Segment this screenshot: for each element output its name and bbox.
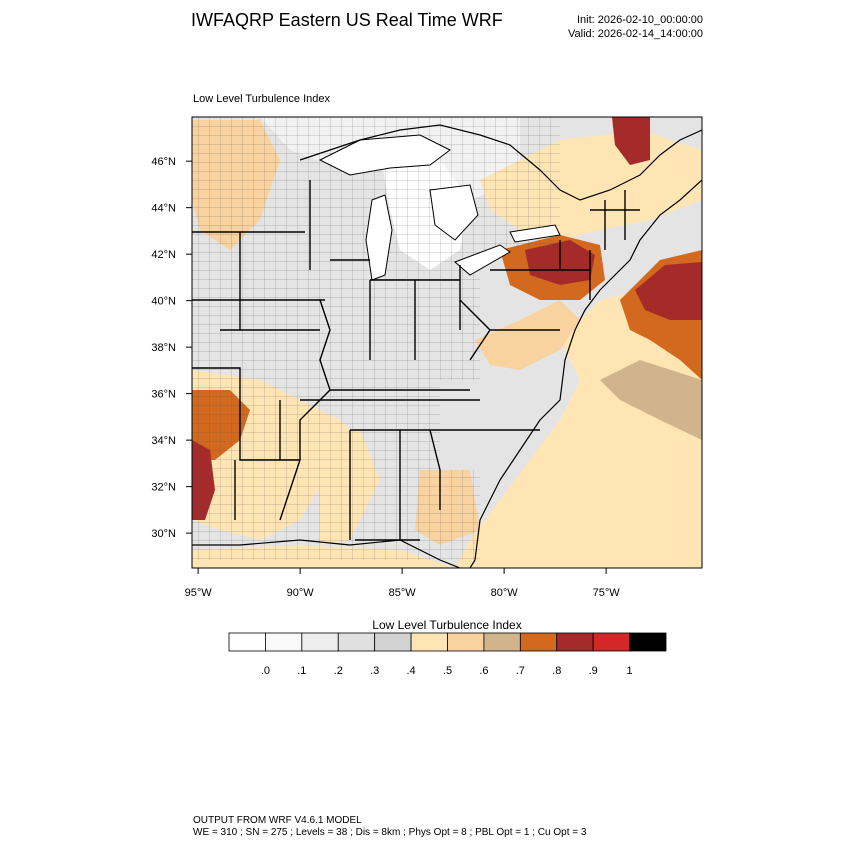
mid-atlantic-peach bbox=[475, 300, 580, 370]
lat-label: 30°N bbox=[151, 528, 176, 540]
colorbar-title: Low Level Turbulence Index bbox=[372, 618, 521, 632]
model-config: WE = 310 ; SN = 275 ; Levels = 38 ; Dis … bbox=[193, 827, 587, 838]
atlantic-ocean bbox=[455, 270, 702, 568]
lat-label: 44°N bbox=[151, 203, 176, 215]
lake-erie bbox=[454, 244, 511, 276]
colorbar-swatch bbox=[556, 632, 594, 652]
colorbar-label: .2 bbox=[334, 665, 343, 677]
colorbar-label: .1 bbox=[297, 665, 306, 677]
colorbar-label: .3 bbox=[370, 665, 379, 677]
init-time: Init: 2026-02-10_00:00:00 bbox=[577, 14, 703, 26]
model-info: OUTPUT FROM WRF V4.6.1 MODEL WE = 310 ; … bbox=[193, 815, 586, 839]
colorbar-swatch bbox=[519, 632, 558, 652]
lat-label: 40°N bbox=[151, 296, 176, 308]
latitude-axis: 30°N 32°N 34°N 36°N 38°N 40°N 42°N 44°N 46°N bbox=[151, 156, 192, 540]
ocean-tan-area bbox=[600, 360, 702, 440]
colorbar-label: .7 bbox=[516, 665, 525, 677]
lon-label: 80°W bbox=[491, 587, 519, 599]
colorbar-swatch bbox=[483, 632, 521, 652]
map-plot-area bbox=[192, 117, 702, 568]
lat-label: 42°N bbox=[151, 249, 176, 261]
gulf-coastline bbox=[192, 539, 461, 568]
atlantic-coastline bbox=[469, 179, 702, 568]
field-name: Low Level Turbulence Index bbox=[193, 93, 330, 105]
colorbar-swatch bbox=[301, 632, 339, 652]
lake-superior bbox=[318, 134, 451, 176]
lake-michigan bbox=[365, 194, 393, 281]
state-boundaries bbox=[192, 180, 640, 541]
colorbar-swatch bbox=[592, 632, 630, 652]
colorbar-label: .8 bbox=[552, 665, 561, 677]
colorbar-swatch bbox=[265, 632, 303, 652]
lat-label: 36°N bbox=[151, 389, 176, 401]
colorbar-swatch bbox=[410, 632, 448, 652]
colorbar-swatch bbox=[337, 632, 376, 652]
lon-label: 75°W bbox=[593, 587, 621, 599]
lat-label: 38°N bbox=[151, 342, 176, 354]
colorbar-label: 1 bbox=[627, 665, 633, 677]
colorbar-label: .6 bbox=[479, 665, 488, 677]
colorbar-swatch bbox=[228, 632, 266, 652]
colorbar-label: .0 bbox=[261, 665, 270, 677]
lon-label: 85°W bbox=[389, 587, 417, 599]
canada-border bbox=[299, 124, 702, 201]
county-boundaries bbox=[192, 117, 560, 560]
ocean-maroon-area bbox=[635, 262, 702, 320]
lat-label: 46°N bbox=[151, 156, 176, 168]
lat-label: 34°N bbox=[151, 435, 176, 447]
lake-ontario bbox=[509, 224, 561, 243]
quebec-maroon bbox=[612, 117, 650, 165]
colorbar-label: .5 bbox=[443, 665, 452, 677]
colorbar-label: .4 bbox=[406, 665, 415, 677]
colorbar-swatch bbox=[629, 632, 667, 652]
colorbar bbox=[228, 632, 667, 652]
model-version: OUTPUT FROM WRF V4.6.1 MODEL bbox=[193, 815, 362, 826]
colorbar-swatch bbox=[447, 632, 485, 652]
lon-label: 90°W bbox=[287, 587, 315, 599]
plot-title: IWFAQRP Eastern US Real Time WRF bbox=[191, 10, 503, 30]
lon-label: 95°W bbox=[185, 587, 213, 599]
colorbar-labels: .0 .1 .2 .3 .4 .5 .6 .7 .8 .9 1 bbox=[261, 665, 633, 677]
map-frame bbox=[191, 116, 703, 569]
lake-huron bbox=[429, 184, 479, 241]
time-info: Init: 2026-02-10_00:00:00 Valid: 2026-02… bbox=[568, 13, 703, 41]
colorbar-swatch bbox=[374, 632, 412, 652]
colorbar-label: .9 bbox=[589, 665, 598, 677]
lat-label: 32°N bbox=[151, 482, 176, 494]
longitude-axis: 95°W 90°W 85°W 80°W 75°W bbox=[185, 568, 621, 599]
valid-time: Valid: 2026-02-14_14:00:00 bbox=[568, 28, 703, 40]
